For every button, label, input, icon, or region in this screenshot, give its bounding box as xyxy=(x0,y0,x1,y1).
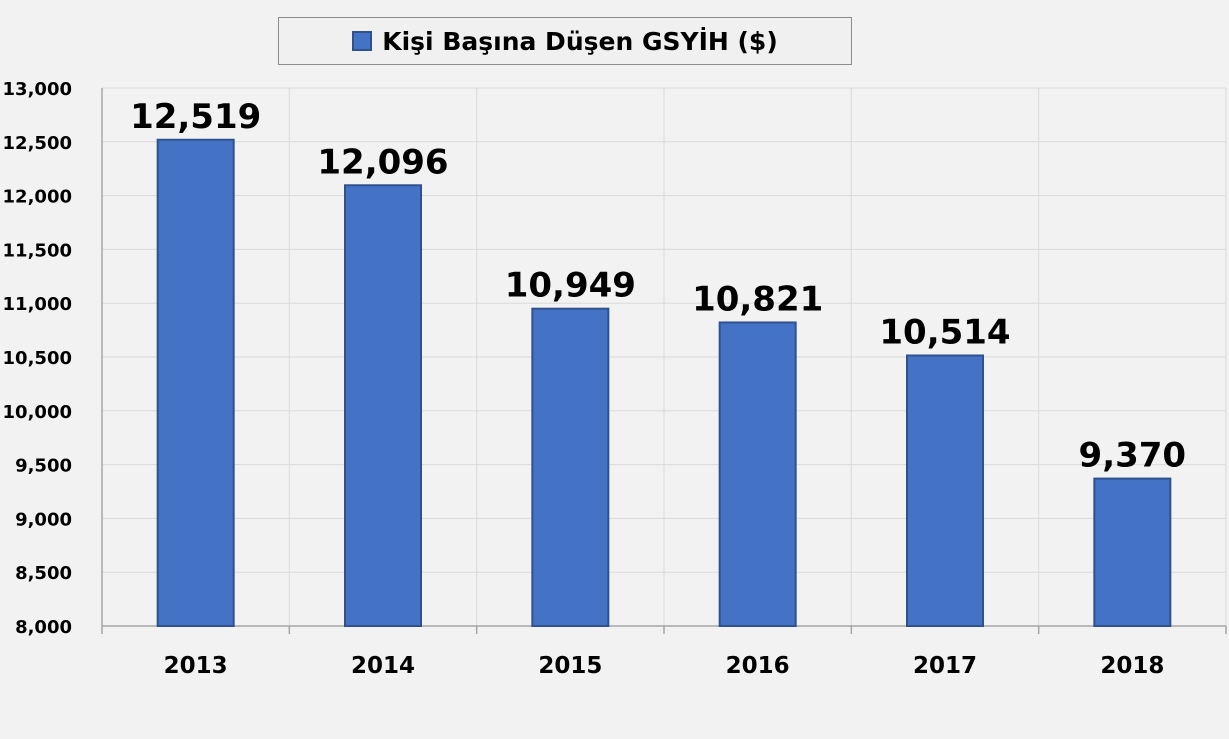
y-tick-label: 9,500 xyxy=(15,456,72,477)
bar xyxy=(718,321,797,627)
y-tick-label: 8,500 xyxy=(15,563,72,584)
y-tick-label: 10,500 xyxy=(3,348,72,369)
legend-label: Kişi Başına Düşen GSYİH ($) xyxy=(382,26,778,56)
x-tick-label: 2017 xyxy=(913,653,977,679)
y-tick-label: 11,000 xyxy=(3,294,72,315)
x-tick-label: 2013 xyxy=(164,653,228,679)
chart-legend: Kişi Başına Düşen GSYİH ($) xyxy=(278,17,852,65)
x-tick-label: 2014 xyxy=(351,653,415,679)
data-label: 12,096 xyxy=(317,142,448,182)
legend-swatch xyxy=(352,31,373,51)
bar xyxy=(156,138,235,627)
data-label: 10,514 xyxy=(879,312,1010,352)
y-tick-label: 13,000 xyxy=(3,79,72,100)
bar xyxy=(1093,477,1172,628)
data-label: 10,949 xyxy=(505,266,636,306)
y-tick-label: 10,000 xyxy=(3,402,72,423)
bar xyxy=(906,354,984,627)
y-tick-label: 9,000 xyxy=(15,509,72,530)
data-label: 10,821 xyxy=(692,279,823,319)
y-tick-label: 12,500 xyxy=(3,133,72,154)
y-tick-label: 8,000 xyxy=(15,617,72,638)
bar xyxy=(531,307,610,627)
data-label: 12,519 xyxy=(130,97,261,137)
x-tick-label: 2015 xyxy=(538,653,602,679)
x-tick-label: 2018 xyxy=(1100,653,1164,679)
x-tick-label: 2016 xyxy=(726,653,790,679)
data-label: 9,370 xyxy=(1079,436,1187,476)
bar xyxy=(344,184,422,628)
y-tick-label: 12,000 xyxy=(3,187,72,208)
y-tick-label: 11,500 xyxy=(3,240,72,261)
